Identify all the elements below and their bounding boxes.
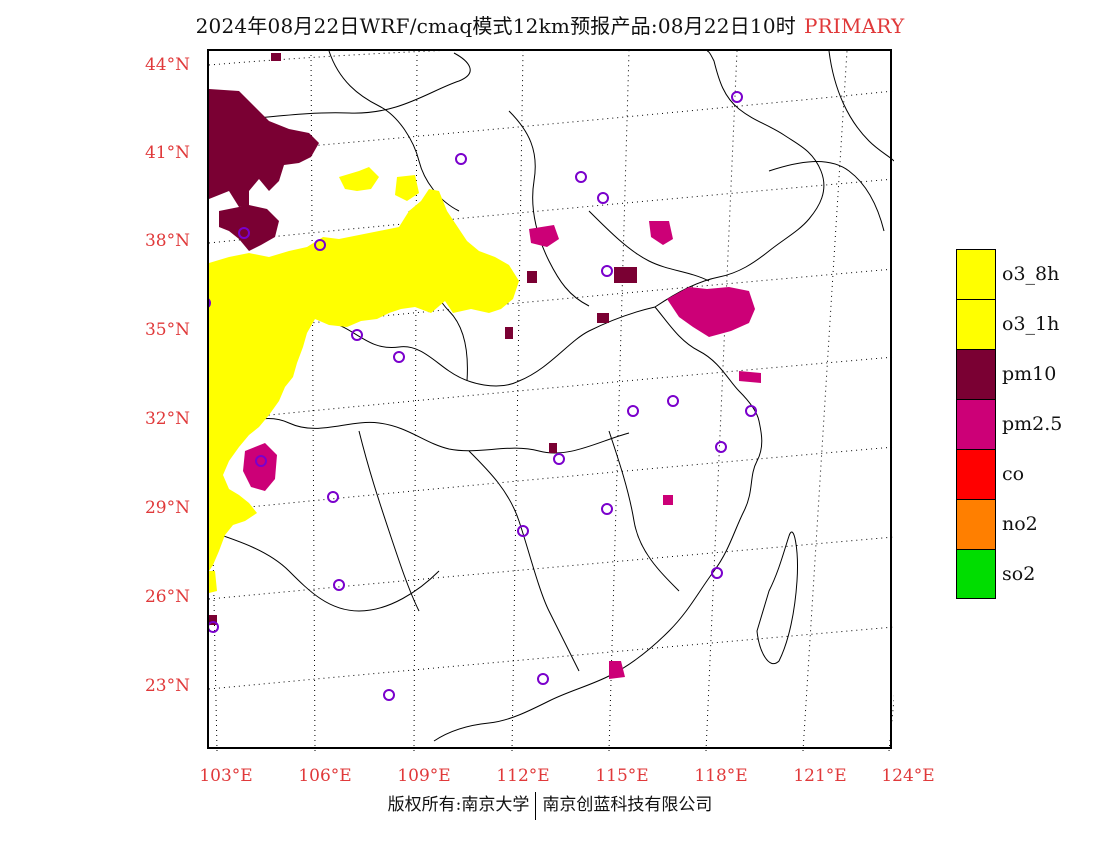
- lat-label-38: 38°N: [144, 231, 190, 251]
- lon-label-112: 112°E: [496, 766, 550, 786]
- legend-swatch: [956, 299, 996, 349]
- legend-label: pm2.5: [1002, 413, 1063, 435]
- legend-item-o3-1h: o3_1h: [956, 299, 1062, 349]
- legend-swatch: [956, 499, 996, 549]
- lat-label-44: 44°N: [144, 55, 190, 75]
- map-canvas[interactable]: [209, 51, 894, 751]
- legend-label: co: [1002, 463, 1025, 485]
- map-panel[interactable]: [207, 49, 894, 751]
- legend-item-no2: no2: [956, 499, 1062, 549]
- legend-item-so2: so2: [956, 549, 1062, 599]
- legend-swatch: [956, 449, 996, 499]
- lon-label-121: 121°E: [793, 766, 847, 786]
- lon-label-124: 124°E: [881, 766, 935, 786]
- legend-item-co: co: [956, 449, 1062, 499]
- title-tag: PRIMARY: [803, 14, 905, 38]
- legend-label: no2: [1002, 513, 1038, 535]
- boundaries: [209, 51, 894, 742]
- lon-label-103: 103°E: [199, 766, 253, 786]
- lon-label-115: 115°E: [595, 766, 649, 786]
- legend-item-o3-8h: o3_8h: [956, 249, 1062, 299]
- lat-label-32: 32°N: [144, 409, 190, 429]
- lat-label-29: 29°N: [144, 498, 190, 518]
- pm25-areas: [243, 221, 761, 679]
- lat-label-41: 41°N: [144, 143, 190, 163]
- lon-label-106: 106°E: [298, 766, 352, 786]
- legend-swatch: [956, 349, 996, 399]
- copyright-footer: 版权所有:南京大学 南京创蓝科技有限公司: [0, 790, 1100, 820]
- legend: o3_8h o3_1h pm10 pm2.5 co no2 so2: [956, 249, 1062, 599]
- legend-swatch: [956, 399, 996, 449]
- legend-item-pm25: pm2.5: [956, 399, 1062, 449]
- lat-label-26: 26°N: [144, 587, 190, 607]
- legend-item-pm10: pm10: [956, 349, 1062, 399]
- lon-label-109: 109°E: [397, 766, 451, 786]
- legend-label: so2: [1002, 563, 1036, 585]
- title-text: 2024年08月22日WRF/cmaq模式12km预报产品:08月22日10时: [195, 14, 796, 38]
- legend-label: pm10: [1002, 363, 1057, 385]
- lat-label-23: 23°N: [144, 676, 190, 696]
- map-title: 2024年08月22日WRF/cmaq模式12km预报产品:08月22日10时 P…: [0, 10, 1100, 39]
- pm10-areas: [209, 53, 637, 625]
- footer-divider: [535, 791, 537, 820]
- graticule-longitude: [209, 51, 894, 751]
- legend-label: o3_1h: [1002, 313, 1060, 335]
- legend-label: o3_8h: [1002, 263, 1060, 285]
- legend-swatch: [956, 249, 996, 299]
- copyright-company: 南京创蓝科技有限公司: [542, 795, 713, 815]
- o3-areas: [209, 167, 519, 593]
- legend-swatch: [956, 549, 996, 599]
- station-markers: [209, 91, 757, 701]
- copyright-owner: 版权所有:南京大学: [387, 795, 530, 815]
- lon-label-118: 118°E: [694, 766, 748, 786]
- lat-label-35: 35°N: [144, 320, 190, 340]
